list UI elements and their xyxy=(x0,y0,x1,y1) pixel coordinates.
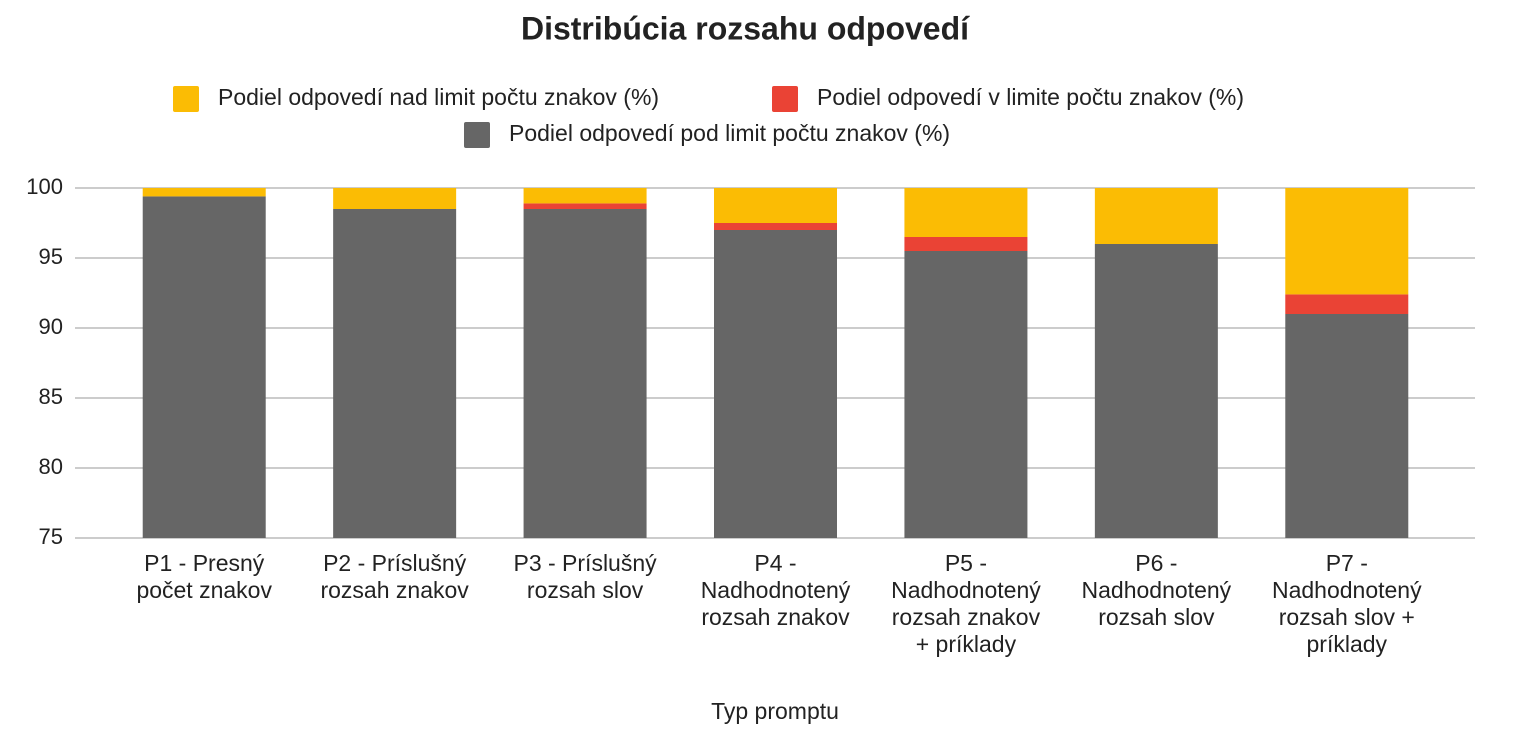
bar-segment xyxy=(523,188,647,204)
bar-segment xyxy=(1094,188,1218,244)
x-tick-label: Nadhodnotený xyxy=(701,577,851,603)
bar-segment xyxy=(904,188,1028,237)
x-tick-label: P6 - xyxy=(1135,550,1177,576)
bar-segment xyxy=(904,237,1028,251)
y-tick-label: 95 xyxy=(39,244,63,269)
bar-segment xyxy=(1285,314,1409,538)
bar-segment xyxy=(333,209,457,538)
legend-swatch xyxy=(464,122,490,148)
x-tick-label: rozsah znakov xyxy=(701,604,850,630)
legend-swatch xyxy=(173,86,199,112)
bar-segment xyxy=(523,209,647,538)
x-tick-label: rozsah znakov xyxy=(892,604,1041,630)
legend-label: Podiel odpovedí v limite počtu znakov (%… xyxy=(817,84,1244,110)
bar-segment xyxy=(904,251,1028,538)
x-tick-label: P5 - xyxy=(945,550,987,576)
bar-segment xyxy=(333,188,457,209)
x-tick-label: P7 - xyxy=(1326,550,1368,576)
legend-label: Podiel odpovedí nad limit počtu znakov (… xyxy=(218,84,659,110)
y-tick-label: 75 xyxy=(39,524,63,549)
bar-segment xyxy=(142,196,266,538)
x-tick-label: P1 - Presný xyxy=(144,550,265,576)
bar-segment xyxy=(1285,188,1409,295)
x-tick-label: P2 - Príslušný xyxy=(323,550,467,576)
x-tick-label: Nadhodnotený xyxy=(891,577,1041,603)
x-tick-label: + príklady xyxy=(916,631,1017,657)
bar-segment xyxy=(714,230,837,538)
bar-segment xyxy=(714,223,837,230)
x-tick-label: príklady xyxy=(1307,631,1388,657)
x-tick-label: Nadhodnotený xyxy=(1272,577,1422,603)
x-tick-label: rozsah slov xyxy=(1098,604,1215,630)
bar-segment xyxy=(1094,244,1218,538)
x-tick-label: rozsah znakov xyxy=(320,577,469,603)
y-tick-label: 85 xyxy=(39,384,63,409)
x-tick-label: Nadhodnotený xyxy=(1082,577,1232,603)
x-tick-label: počet znakov xyxy=(136,577,272,603)
legend-label: Podiel odpovedí pod limit počtu znakov (… xyxy=(509,120,950,146)
x-tick-label: rozsah slov xyxy=(527,577,644,603)
bar-segment xyxy=(1285,294,1409,314)
x-axis-title: Typ promptu xyxy=(711,698,839,724)
chart-title: Distribúcia rozsahu odpovedí xyxy=(521,10,970,46)
x-tick-label: P4 - xyxy=(754,550,796,576)
legend-swatch xyxy=(772,86,798,112)
y-tick-label: 90 xyxy=(39,314,63,339)
x-tick-label: P3 - Príslušný xyxy=(513,550,657,576)
bar-segment xyxy=(142,188,266,197)
y-tick-label: 100 xyxy=(26,174,63,199)
x-tick-label: rozsah slov + xyxy=(1279,604,1415,630)
y-tick-label: 80 xyxy=(39,454,63,479)
bar-segment xyxy=(523,203,647,209)
bar-segment xyxy=(714,188,837,223)
